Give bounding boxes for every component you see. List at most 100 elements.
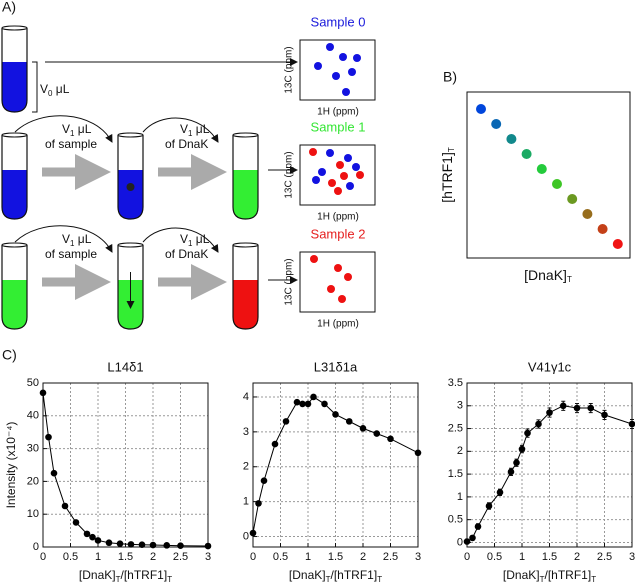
x-tick-label: 1 [305, 551, 311, 563]
x-axis-label: [DnaK]T/[hTRF1]T [503, 568, 596, 583]
x-tick-label: 0 [464, 551, 470, 563]
liquid [2, 62, 27, 112]
tube-rim [117, 132, 144, 138]
plot-frame [466, 382, 633, 548]
sample-title: Sample 2 [311, 226, 366, 241]
peak [348, 68, 356, 76]
point [496, 489, 504, 496]
x-tick-label: 0.5 [63, 551, 78, 563]
label-part: [DnaK] [79, 568, 116, 582]
liquid [2, 170, 27, 219]
label-part: μL [74, 232, 91, 246]
point [535, 420, 542, 428]
y-tick-label: 40 [27, 410, 39, 422]
spectrum-frame [299, 39, 376, 101]
label-part: /[hTRF1] [121, 568, 168, 582]
arrow [14, 225, 113, 253]
spectrum-x-label: 1H (ppm) [317, 319, 359, 330]
point [105, 539, 113, 547]
peak [318, 168, 326, 176]
tube [1, 28, 28, 113]
y-tick-label: 4 [243, 391, 249, 403]
point [345, 418, 353, 425]
tube [1, 135, 28, 220]
x-tick-label: 1.5 [328, 551, 343, 563]
label-part: [DnaK] [524, 267, 567, 283]
subscript: 1 [70, 239, 75, 248]
subscript: 1 [188, 129, 193, 138]
peak [339, 53, 347, 61]
plot-frame [466, 91, 631, 259]
chart-title: L14δ1 [107, 359, 143, 374]
label-part: V [40, 82, 48, 96]
ratio-dot [521, 149, 532, 159]
liquid [233, 280, 258, 329]
y-tick-label: 50 [27, 377, 39, 389]
subscript: T [540, 575, 545, 583]
x-tick-label: 3 [629, 551, 635, 563]
y-tick-label: 2.5 [448, 422, 463, 434]
subscript: T [377, 575, 382, 583]
arrow [142, 227, 219, 253]
tube-rim [232, 132, 259, 138]
point [299, 400, 306, 408]
spectrum-y-label: 13C (ppm) [284, 151, 295, 198]
plot-frame [252, 382, 419, 548]
point [127, 541, 135, 548]
sample-title: Sample 0 [311, 14, 366, 29]
point [177, 542, 184, 549]
peak [332, 72, 340, 80]
y-tick-label: 3.5 [448, 377, 463, 389]
x-tick-label: 3 [205, 551, 211, 563]
step-source: of sample [45, 247, 97, 261]
subscript: 1 [70, 129, 75, 138]
x-tick-label: 2.5 [597, 551, 612, 563]
point [204, 542, 212, 550]
x-tick-label: 0.5 [487, 551, 502, 563]
x-tick-label: 2 [150, 551, 156, 563]
peak [326, 149, 334, 157]
ratio-dot [536, 164, 547, 174]
y-tick-label: 1 [457, 491, 463, 503]
series-line [42, 392, 209, 547]
peak [344, 154, 352, 162]
tube [117, 135, 144, 220]
liquid [233, 170, 258, 219]
point [61, 502, 69, 510]
point [310, 393, 317, 401]
label-part: [DnaK] [503, 568, 540, 582]
label-part: μL [192, 122, 209, 136]
plot-frame [42, 382, 209, 548]
point [249, 529, 257, 537]
ratio-dot [552, 179, 562, 189]
peak [334, 264, 342, 272]
subscript: T [447, 147, 456, 152]
chart-title: V41γ1c [528, 359, 572, 374]
x-tick-label: 1 [519, 551, 525, 563]
point [359, 425, 367, 432]
y-tick-label: 0 [457, 536, 463, 548]
arrow [14, 115, 113, 143]
spectrum-y-label: 13C (ppm) [284, 46, 295, 93]
spectrum-x-label: 1H (ppm) [317, 212, 359, 223]
point [332, 411, 339, 418]
y-tick-label: 1.5 [448, 468, 463, 480]
point [321, 400, 328, 408]
subscript: T [326, 575, 331, 583]
point [50, 469, 58, 477]
subscript: T [567, 275, 572, 284]
subscript: T [116, 575, 121, 583]
point [282, 418, 290, 425]
point [293, 398, 301, 406]
point [304, 400, 312, 408]
point [414, 449, 422, 457]
spectrum-frame [299, 251, 376, 313]
liquid [118, 170, 143, 219]
x-tick-label: 2.5 [383, 551, 398, 563]
step-amount: V1 μL [62, 122, 92, 138]
peak [352, 163, 360, 171]
x-tick-label: 2.5 [173, 551, 188, 563]
peak [346, 182, 354, 190]
ratio-dot [491, 119, 502, 129]
